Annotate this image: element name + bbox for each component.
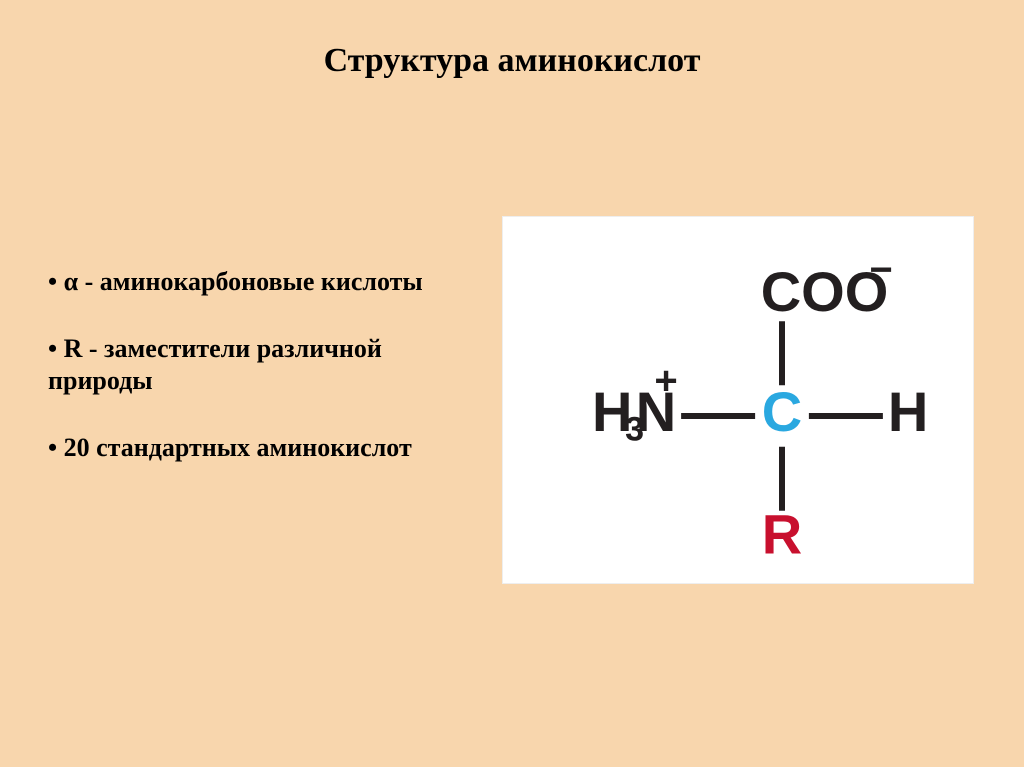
bullet-item: • α - аминокарбоновые кислоты	[48, 266, 468, 299]
svg-text:R: R	[762, 503, 802, 566]
amino-acid-structure: CCOO−RHN+H3	[502, 216, 974, 584]
bullet-item: • 20 стандартных аминокислот	[48, 432, 468, 465]
svg-text:H: H	[888, 380, 928, 443]
svg-text:+: +	[654, 359, 677, 403]
slide: Структура аминокислот • α - аминокарбоно…	[0, 0, 1024, 767]
slide-title: Структура аминокислот	[0, 42, 1024, 80]
bullet-item: • R - заместители различной природы	[48, 333, 468, 398]
svg-text:−: −	[869, 248, 892, 292]
svg-text:C: C	[762, 380, 802, 443]
bullet-list: • α - аминокарбоновые кислоты • R - заме…	[48, 266, 468, 498]
structure-svg: CCOO−RHN+H3	[502, 216, 974, 584]
svg-text:3: 3	[625, 411, 644, 449]
